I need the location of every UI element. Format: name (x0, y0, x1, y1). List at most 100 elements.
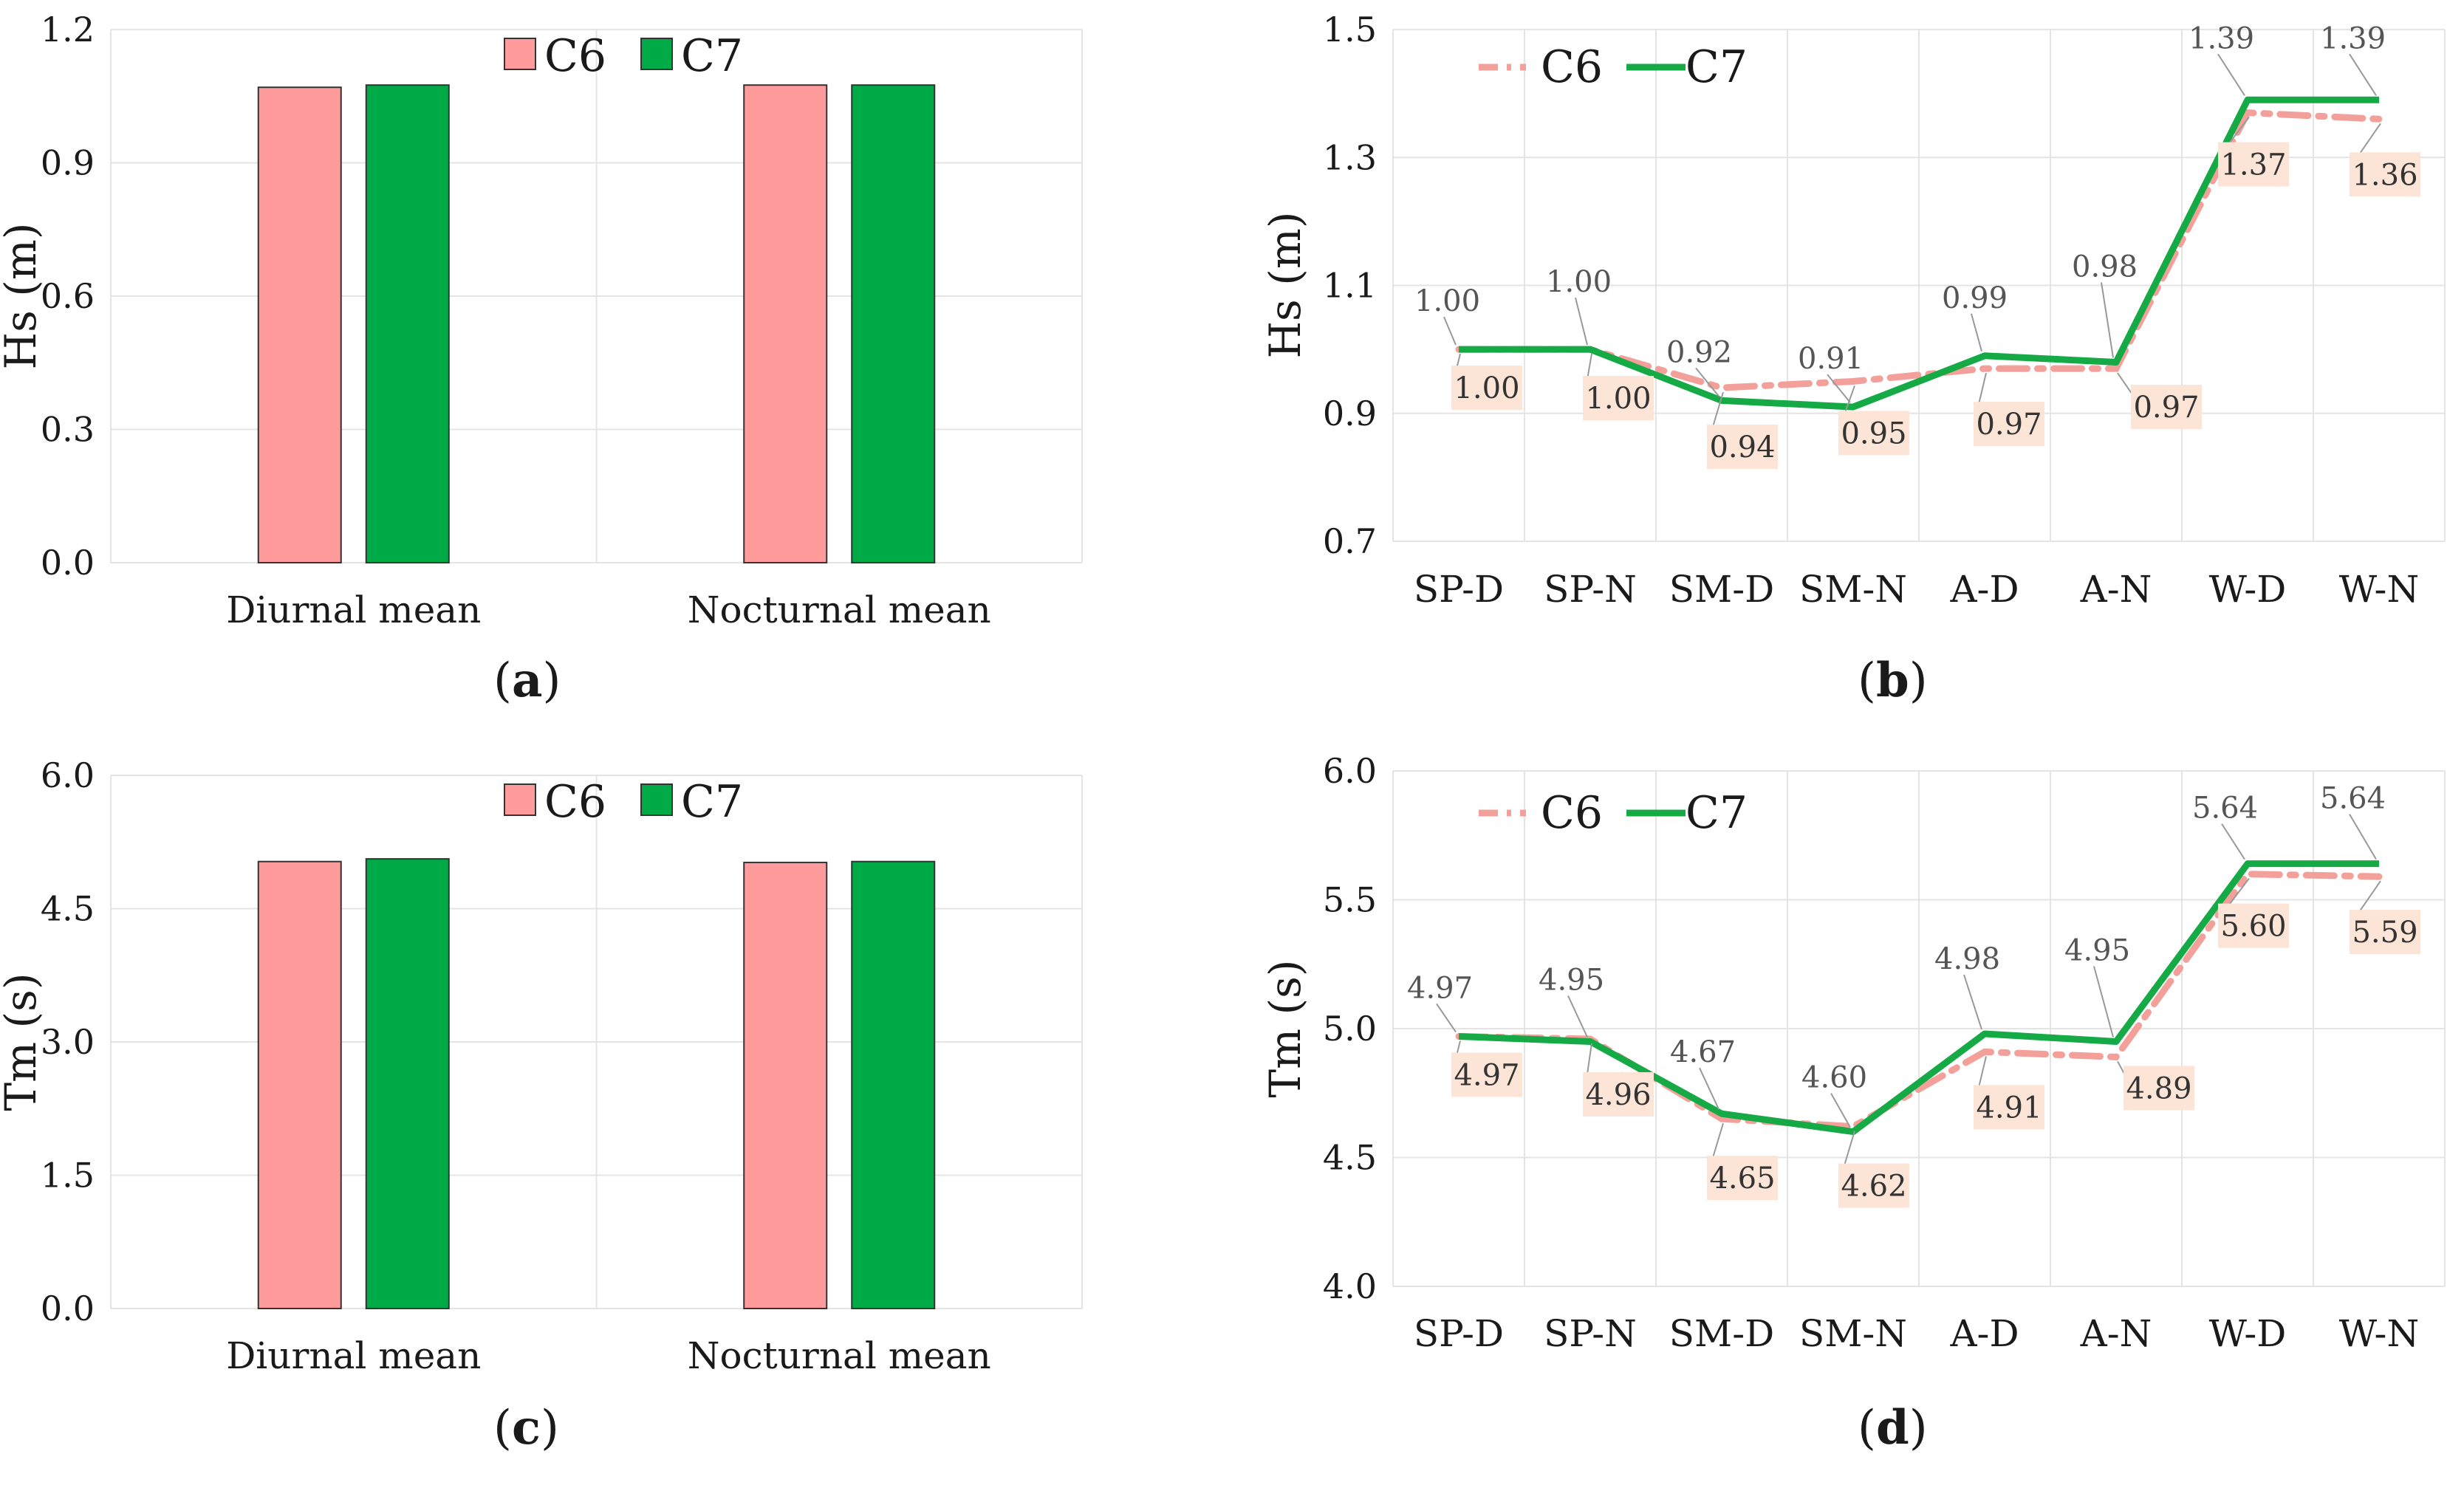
y-tick-label: 0.9 (1323, 394, 1377, 433)
data-label-c7: 4.60 (1801, 1061, 1867, 1095)
legend-label-c6: C6 (1541, 41, 1603, 93)
data-label-c6: 1.00 (1454, 371, 1519, 405)
data-label-c7: 1.00 (1546, 265, 1612, 299)
data-label-c6: 5.60 (2220, 910, 2286, 944)
data-label-leader (2349, 53, 2377, 96)
data-label-c6: 4.89 (2126, 1071, 2191, 1105)
data-label-leader (2349, 814, 2377, 860)
y-axis-title: Tm (s) (1260, 959, 1310, 1097)
data-label-leader (1575, 297, 1588, 346)
data-label-c6: 4.62 (1841, 1170, 1906, 1204)
y-axis-title: Tm (s) (0, 973, 46, 1111)
data-label-c6: 0.97 (1976, 408, 2042, 442)
data-label-box-c6 (1707, 1156, 1778, 1201)
data-label-box-c6 (1838, 1163, 1909, 1208)
data-label-box-c6 (2218, 142, 2289, 187)
data-label-box-c6 (1707, 425, 1778, 470)
legend-label-c6: C6 (544, 30, 606, 82)
y-tick-label: 3.0 (41, 1022, 95, 1062)
data-label-c6: 0.95 (1841, 416, 1906, 450)
x-tick-label: SM-D (1669, 568, 1774, 611)
data-label-c6: 0.97 (2133, 391, 2199, 425)
data-label-c6: 1.00 (1585, 382, 1651, 416)
data-label-c7: 1.39 (2320, 21, 2386, 55)
data-label-leader (2101, 282, 2114, 358)
x-tick-label: SP-D (1414, 568, 1504, 611)
data-label-leader (1695, 367, 1719, 397)
legend-label-c7: C7 (1686, 787, 1748, 839)
y-tick-label: 0.9 (41, 143, 95, 183)
data-label-leader (1436, 1003, 1457, 1033)
bar-c6 (743, 84, 828, 564)
data-label-box-c6 (2350, 152, 2420, 197)
panel-label: (c) (493, 1400, 559, 1455)
data-label-box-c6 (1838, 411, 1909, 456)
data-label-c7: 1.00 (1414, 284, 1480, 318)
y-tick-label: 1.1 (1323, 266, 1377, 306)
data-label-c6: 1.37 (2220, 148, 2286, 182)
data-label-leader (1963, 974, 1982, 1030)
x-tick-label: SM-N (1799, 568, 1907, 611)
data-label-c7: 4.98 (1934, 942, 2000, 976)
data-label-c7: 0.91 (1798, 342, 1864, 376)
y-tick-label: 0.6 (41, 276, 95, 316)
data-label-box-c6 (1583, 376, 1654, 421)
data-label-c6: 1.36 (2352, 158, 2417, 192)
x-tick-label: SP-N (1544, 568, 1637, 611)
data-label-box-c6 (2131, 385, 2202, 430)
data-label-c6: 0.94 (1709, 431, 1775, 464)
y-tick-label: 1.3 (1323, 137, 1377, 177)
y-axis-title: Hs (m) (0, 222, 46, 369)
legend-swatch-c7 (640, 783, 673, 816)
data-label-c6: 4.91 (1976, 1091, 2042, 1125)
data-label-box-c6 (1974, 402, 2044, 447)
x-tick-label: SM-D (1669, 1312, 1774, 1355)
panel-label: (b) (1858, 653, 1928, 708)
data-label-leader (1443, 316, 1457, 346)
data-label-c7: 4.97 (1407, 971, 1473, 1005)
data-label-c7: 0.99 (1942, 281, 2008, 315)
data-label-c7: 0.92 (1666, 335, 1732, 369)
y-tick-label: 1.2 (41, 10, 95, 49)
x-tick-label: W-N (2339, 1312, 2419, 1355)
legend-swatch-c6 (504, 38, 536, 70)
x-tick-label: W-N (2339, 568, 2419, 611)
bar-c7 (365, 858, 450, 1309)
x-tick-label: SP-D (1414, 1312, 1504, 1355)
y-tick-label: 1.5 (1323, 10, 1377, 49)
y-tick-label: 4.0 (1323, 1266, 1377, 1306)
data-label-leader (1567, 995, 1588, 1038)
data-label-c7: 4.67 (1670, 1035, 1736, 1069)
x-tick-label: Nocturnal mean (688, 1334, 991, 1377)
y-axis-title: Hs (m) (1260, 211, 1310, 358)
x-tick-label: A-D (1949, 568, 2019, 611)
y-tick-label: 5.5 (1323, 880, 1377, 920)
legend-swatch-c7 (640, 38, 673, 70)
y-tick-label: 0.7 (1323, 521, 1377, 561)
y-tick-label: 5.0 (1323, 1009, 1377, 1049)
data-label-leader (1830, 1093, 1851, 1128)
data-label-box-c6 (1451, 1052, 1522, 1097)
data-label-box-c6 (2218, 903, 2289, 948)
bar-c6 (257, 860, 342, 1310)
legend-label-c7: C7 (681, 776, 743, 828)
data-label-box-c6 (1583, 1071, 1654, 1117)
y-tick-label: 4.5 (41, 889, 95, 929)
data-label-c7: 4.95 (2064, 933, 2130, 967)
legend-swatch-c6 (504, 783, 536, 816)
x-tick-label: SM-N (1799, 1312, 1907, 1355)
data-label-box-c6 (2124, 1066, 2194, 1111)
bar-c7 (851, 84, 936, 564)
data-label-leader (2217, 53, 2245, 96)
data-label-box-c6 (2350, 910, 2420, 955)
data-label-c7: 0.98 (2072, 250, 2138, 284)
x-tick-label: W-D (2209, 568, 2287, 611)
data-label-c6: 4.97 (1454, 1058, 1519, 1092)
chart-c: 0.0 1.5 3.0 4.5 6.0 Diurnal mean Nocturnal mea… (0, 755, 1083, 1455)
data-label-leader (2221, 823, 2245, 860)
y-tick-label: 0.3 (41, 410, 95, 450)
chart-b: 0.7 0.9 1.1 1.3 1.5 SP-D SP-N SM-D SM-N A-D A-N W-D… (1260, 10, 2446, 708)
data-label-leader (2093, 966, 2114, 1038)
chart-a: 0.0 0.3 0.6 0.9 1.2 Diurnal mean Nocturnal mea… (0, 10, 1083, 708)
